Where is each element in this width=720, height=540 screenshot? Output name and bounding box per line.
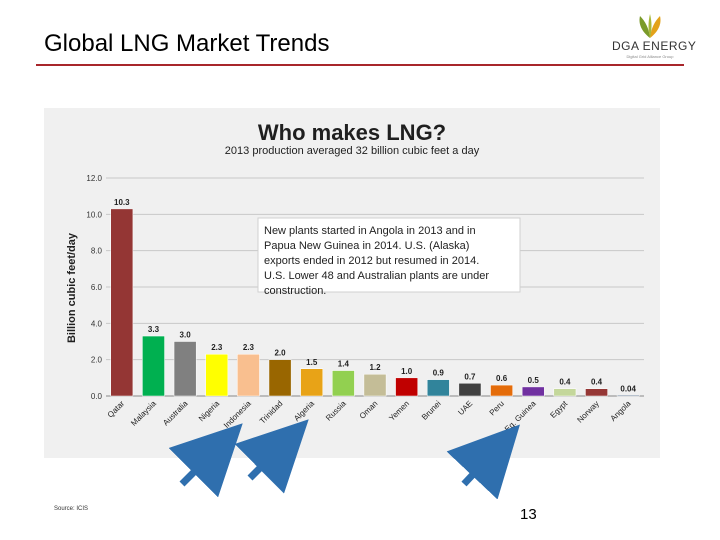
bar-eq-guinea <box>521 386 545 397</box>
bar-value-label: 0.04 <box>620 384 636 393</box>
bar-trinidad <box>268 359 292 397</box>
title-divider <box>36 64 684 66</box>
arrow-icon-trinidad <box>234 419 309 494</box>
logo-text: DGA ENERGY <box>612 39 697 53</box>
bar-russia <box>332 370 355 397</box>
bar-value-label: 0.9 <box>433 369 445 378</box>
bar-value-label: 0.4 <box>559 378 571 387</box>
bar-value-label: 1.4 <box>338 360 350 369</box>
leaf-icon <box>639 14 661 38</box>
y-tick-label: 6.0 <box>91 283 103 292</box>
bar-value-label: 3.0 <box>180 331 192 340</box>
slide-title: Global LNG Market Trends <box>44 30 330 57</box>
arrow-icon-nigeria <box>168 423 243 498</box>
bar-uae <box>458 383 482 397</box>
bar-value-label: 0.6 <box>496 374 508 383</box>
page-number: 13 <box>520 506 537 523</box>
bar-algeria <box>300 368 324 397</box>
bar-oman <box>363 373 387 397</box>
lng-production-chart: Who makes LNG? 2013 production averaged … <box>66 120 644 434</box>
chart-title: Who makes LNG? <box>258 120 446 145</box>
bar-peru <box>490 384 513 397</box>
bar-value-label: 2.3 <box>243 343 255 352</box>
bar-value-label: 1.2 <box>369 363 381 372</box>
bar-angola <box>616 395 640 397</box>
source-note: Source: ICIS <box>54 506 89 512</box>
logo-tagline: Digital Grid Alliance Group <box>626 54 674 59</box>
bar-qatar <box>110 208 134 397</box>
bar-value-label: 0.5 <box>528 376 540 385</box>
bar-egypt <box>553 388 577 397</box>
bar-brunei <box>426 379 450 397</box>
y-tick-label: 0.0 <box>91 392 103 401</box>
company-logo: DGA ENERGY Digital Grid Alliance Group <box>612 12 697 64</box>
bar-value-label: 0.7 <box>464 372 476 381</box>
bar-value-label: 0.4 <box>591 378 603 387</box>
chart-panel: Who makes LNG? 2013 production averaged … <box>44 108 660 458</box>
y-axis-label: Billion cubic feet/day <box>66 232 78 343</box>
y-tick-label: 4.0 <box>91 319 103 328</box>
y-tick-label: 10.0 <box>86 210 102 219</box>
y-tick-label: 8.0 <box>91 247 103 256</box>
bar-indonesia <box>237 353 260 397</box>
y-tick-label: 2.0 <box>91 356 103 365</box>
arrow-icon-eq-guinea <box>446 424 520 500</box>
bar-value-label: 3.3 <box>148 325 160 334</box>
bar-value-label: 2.0 <box>274 349 286 358</box>
bar-australia <box>173 341 197 397</box>
bar-malaysia <box>142 335 165 397</box>
chart-subtitle: 2013 production averaged 32 billion cubi… <box>225 145 480 157</box>
bar-value-label: 2.3 <box>211 343 223 352</box>
annotation-text: New plants started in Angola in 2013 and… <box>264 225 489 297</box>
bar-value-label: 1.5 <box>306 358 318 367</box>
bar-yemen <box>395 377 418 397</box>
annotation-callout: New plants started in Angola in 2013 and… <box>257 217 521 297</box>
bar-value-label: 1.0 <box>401 367 413 376</box>
bar-value-label: 10.3 <box>114 198 130 207</box>
y-tick-label: 12.0 <box>86 174 102 183</box>
bar-norway <box>585 388 608 397</box>
bar-nigeria <box>205 353 229 397</box>
